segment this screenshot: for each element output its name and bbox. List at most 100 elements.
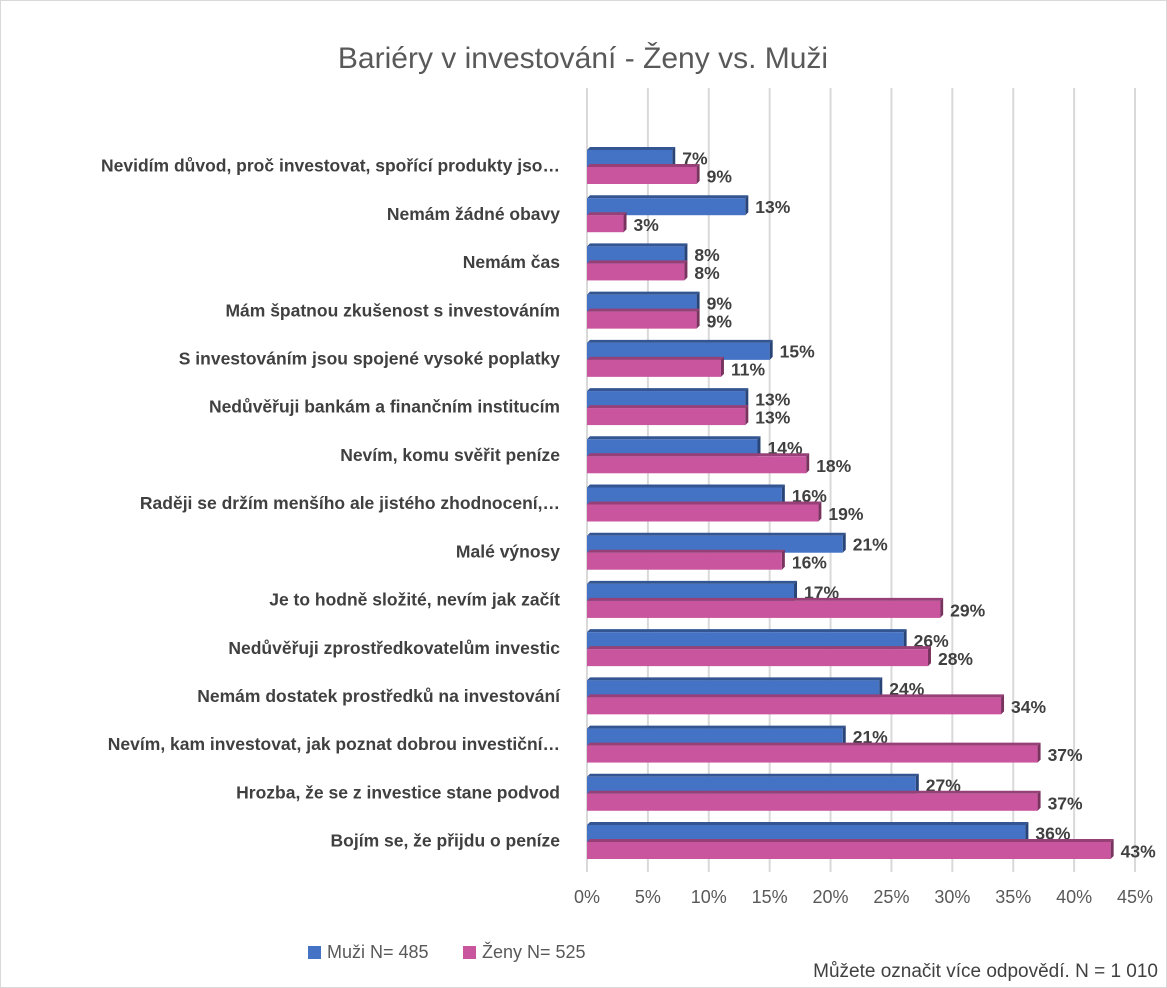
bar-top — [587, 629, 907, 633]
bar-side — [940, 597, 944, 618]
bar — [587, 822, 1029, 842]
category-label: Malé výnosy — [456, 541, 560, 561]
value-label: 9% — [707, 311, 733, 331]
bar — [587, 773, 919, 794]
bar-side — [745, 195, 749, 216]
bar — [587, 260, 688, 281]
bar-face — [587, 825, 1026, 842]
bar — [587, 453, 810, 474]
bar-side — [696, 308, 700, 329]
value-label: 34% — [1011, 697, 1046, 717]
bar-side — [794, 580, 798, 601]
bar-side — [1025, 822, 1029, 842]
bar — [587, 484, 785, 505]
bar — [587, 405, 749, 426]
bar — [587, 501, 822, 522]
value-label: 18% — [816, 456, 851, 476]
value-label: 13% — [755, 408, 790, 428]
bar-top — [587, 291, 700, 295]
bar — [587, 195, 749, 216]
value-label: 16% — [792, 486, 827, 506]
x-tick-label: 35% — [995, 887, 1031, 907]
category-label: Nevidím důvod, proč investovat, spořící … — [101, 156, 560, 176]
category-label: Je to hodně složité, nevím jak začít — [269, 590, 560, 610]
category-label: Nemám dostatek prostředků na investování — [197, 686, 561, 706]
bar-side — [879, 677, 883, 698]
bar — [587, 839, 1114, 859]
bar-side — [927, 646, 931, 667]
bar-side — [818, 501, 822, 522]
bar — [587, 742, 1041, 763]
bar-side — [915, 773, 919, 794]
value-label: 9% — [707, 293, 733, 313]
bar-top — [587, 501, 822, 505]
bar-face — [587, 728, 843, 746]
bar-side — [1110, 839, 1114, 859]
bar-side — [842, 532, 846, 553]
bar — [587, 629, 907, 650]
bar-face — [587, 439, 758, 457]
chart-title: Bariéry v investování - Ženy vs. Muži — [338, 42, 828, 75]
legend-swatch — [463, 946, 476, 959]
category-label: Nedůvěřuji bankám a finančním institucím — [209, 397, 560, 417]
bar-top — [587, 195, 749, 199]
bar-side — [903, 629, 907, 650]
x-tick-label: 40% — [1056, 887, 1092, 907]
bar-face — [587, 776, 916, 794]
value-label: 8% — [694, 263, 720, 283]
bar-side — [672, 147, 676, 167]
bar — [587, 694, 1005, 715]
bar-top — [587, 436, 761, 440]
bar-face — [587, 342, 770, 360]
bar-side — [781, 549, 785, 570]
bar-face — [587, 215, 624, 233]
bar — [587, 164, 700, 184]
bar-top — [587, 308, 700, 312]
value-label: 7% — [682, 149, 708, 169]
bar-top — [587, 725, 846, 729]
bar-top — [587, 405, 749, 409]
category-label: Nevím, kam investovat, jak poznat dobrou… — [108, 734, 560, 754]
bar — [587, 597, 944, 618]
value-label: 17% — [804, 583, 839, 603]
value-label: 9% — [707, 167, 733, 187]
bar-side — [806, 453, 810, 474]
bar-side — [696, 291, 700, 312]
bar-side — [623, 212, 627, 233]
bar — [587, 532, 846, 553]
bar-side — [769, 339, 773, 360]
bar-top — [587, 356, 724, 360]
bar-top — [587, 243, 688, 247]
value-label: 19% — [828, 504, 863, 524]
bar — [587, 436, 761, 457]
bar-face — [587, 632, 904, 650]
note: Můžete označit více odpovědí. N = 1 010 — [813, 961, 1158, 982]
bar-face — [587, 408, 746, 426]
bar-face — [587, 793, 1038, 811]
category-label: Mám špatnou zkušenost s investováním — [225, 300, 560, 320]
bar — [587, 549, 785, 570]
x-tick-label: 45% — [1117, 887, 1153, 907]
value-label: 13% — [755, 197, 790, 217]
value-label: 15% — [780, 341, 815, 361]
bar — [587, 339, 773, 360]
bar-face — [587, 311, 697, 329]
bar — [587, 725, 846, 746]
bar-top — [587, 453, 810, 457]
bar-face — [587, 456, 807, 474]
bar-side — [745, 388, 749, 409]
bar-top — [587, 164, 700, 167]
x-tick-label: 30% — [934, 887, 970, 907]
bar-side — [1001, 694, 1005, 715]
x-tick-label: 0% — [574, 887, 600, 907]
bar-side — [757, 436, 761, 457]
category-label: Bojím se, že přijdu o peníze — [331, 831, 561, 851]
category-label: Hrozba, že se z investice stane podvod — [236, 782, 560, 802]
value-label: 21% — [853, 727, 888, 747]
legend-swatch — [308, 946, 321, 959]
x-tick-label: 15% — [752, 887, 788, 907]
x-tick-label: 25% — [873, 887, 909, 907]
value-label: 37% — [1048, 745, 1083, 765]
bar — [587, 356, 724, 377]
bar-side — [696, 164, 700, 184]
